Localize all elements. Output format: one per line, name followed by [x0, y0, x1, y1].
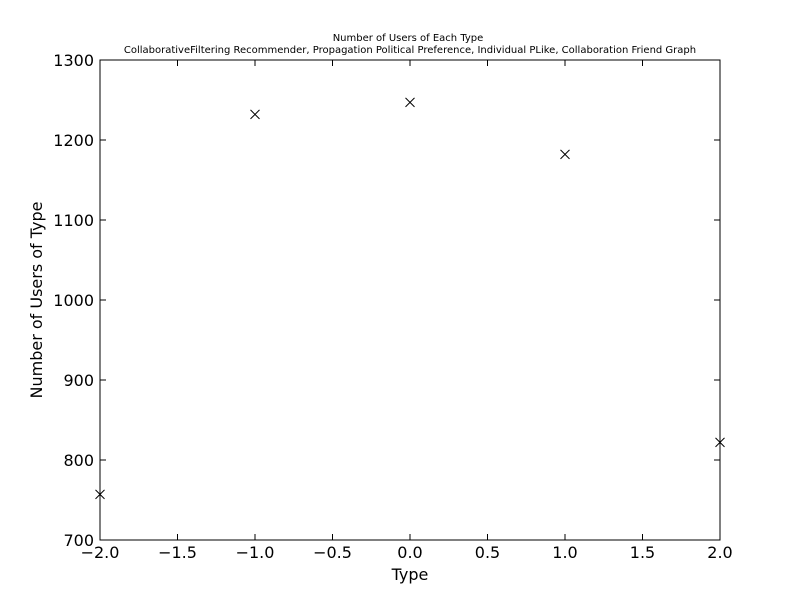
y-tick-label: 700	[63, 531, 94, 550]
y-axis-label: Number of Users of Type	[27, 201, 46, 398]
data-points	[95, 97, 725, 500]
x-axis-ticks: −2.0 −1.5 −1.0 −0.5 0.0 0.5 1.0 1.5 2.0	[81, 60, 733, 562]
x-tick-label: −1.0	[236, 543, 275, 562]
data-point	[250, 109, 260, 120]
x-tick-label: 2.0	[707, 543, 732, 562]
y-tick-label: 1000	[53, 291, 94, 310]
data-point	[560, 149, 570, 160]
y-tick-label: 900	[63, 371, 94, 390]
chart-subtitle: CollaborativeFiltering Recommender, Prop…	[124, 45, 696, 56]
x-axis-label: Type	[391, 565, 429, 584]
plot-area-frame	[99, 59, 721, 541]
y-tick-label: 1200	[53, 131, 94, 150]
x-tick-label: −0.5	[313, 543, 352, 562]
x-tick-label: 1.0	[552, 543, 577, 562]
x-tick-label: −2.0	[81, 543, 120, 562]
y-tick-label: 1100	[53, 211, 94, 230]
y-axis-ticks: 700 800 900 1000 1100 1200 1300	[53, 51, 720, 550]
x-tick-label: 0.5	[475, 543, 500, 562]
y-tick-label: 1300	[53, 51, 94, 70]
x-tick-label: 0.0	[397, 543, 422, 562]
x-tick-label: −1.5	[158, 543, 197, 562]
x-tick-label: 1.5	[630, 543, 655, 562]
y-tick-label: 800	[63, 451, 94, 470]
data-point	[405, 97, 415, 108]
chart-title: Number of Users of Each Type	[333, 33, 484, 44]
